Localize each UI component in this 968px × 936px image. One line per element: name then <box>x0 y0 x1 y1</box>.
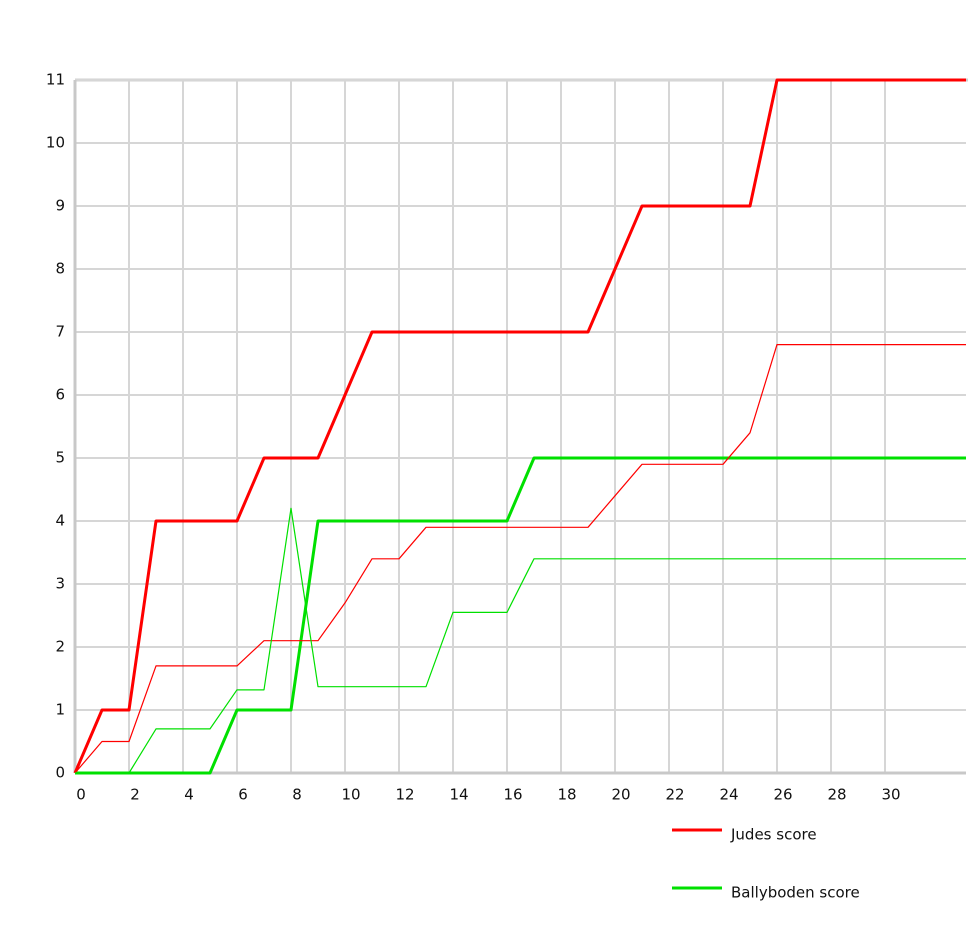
y-tick-label: 4 <box>55 512 65 530</box>
x-tick-label: 26 <box>773 786 792 804</box>
x-tick-label: 12 <box>395 786 414 804</box>
x-tick-label: 8 <box>292 786 302 804</box>
x-tick-label: 20 <box>611 786 630 804</box>
y-tick-label: 9 <box>55 197 65 215</box>
series-line <box>75 456 966 775</box>
y-tick-label: 7 <box>55 323 65 341</box>
x-tick-label: 22 <box>665 786 684 804</box>
series-line <box>75 507 966 774</box>
y-tick-label: 8 <box>55 260 65 278</box>
y-tick-label: 5 <box>55 449 65 467</box>
x-tick-label: 10 <box>341 786 360 804</box>
y-tick-label: 2 <box>55 638 65 656</box>
legend-label: Ballyboden score <box>731 884 860 902</box>
y-tick-label: 3 <box>55 575 65 593</box>
y-tick-label: 10 <box>46 134 65 152</box>
y-tick-label: 1 <box>55 701 65 719</box>
x-tick-label: 14 <box>449 786 468 804</box>
x-tick-label: 4 <box>184 786 194 804</box>
x-tick-label: 24 <box>719 786 738 804</box>
x-tick-label: 28 <box>827 786 846 804</box>
y-tick-label: 11 <box>46 71 65 89</box>
series-line <box>74 344 966 774</box>
y-tick-label: 6 <box>55 386 65 404</box>
x-tick-label: 6 <box>238 786 248 804</box>
x-tick-label: 30 <box>881 786 900 804</box>
x-tick-label: 18 <box>557 786 576 804</box>
legend-label: Judes score <box>730 826 817 844</box>
x-tick-label: 16 <box>503 786 522 804</box>
x-tick-label: 2 <box>130 786 140 804</box>
series-line <box>73 78 966 774</box>
y-tick-label: 0 <box>55 764 65 782</box>
x-tick-label: 0 <box>76 786 86 804</box>
